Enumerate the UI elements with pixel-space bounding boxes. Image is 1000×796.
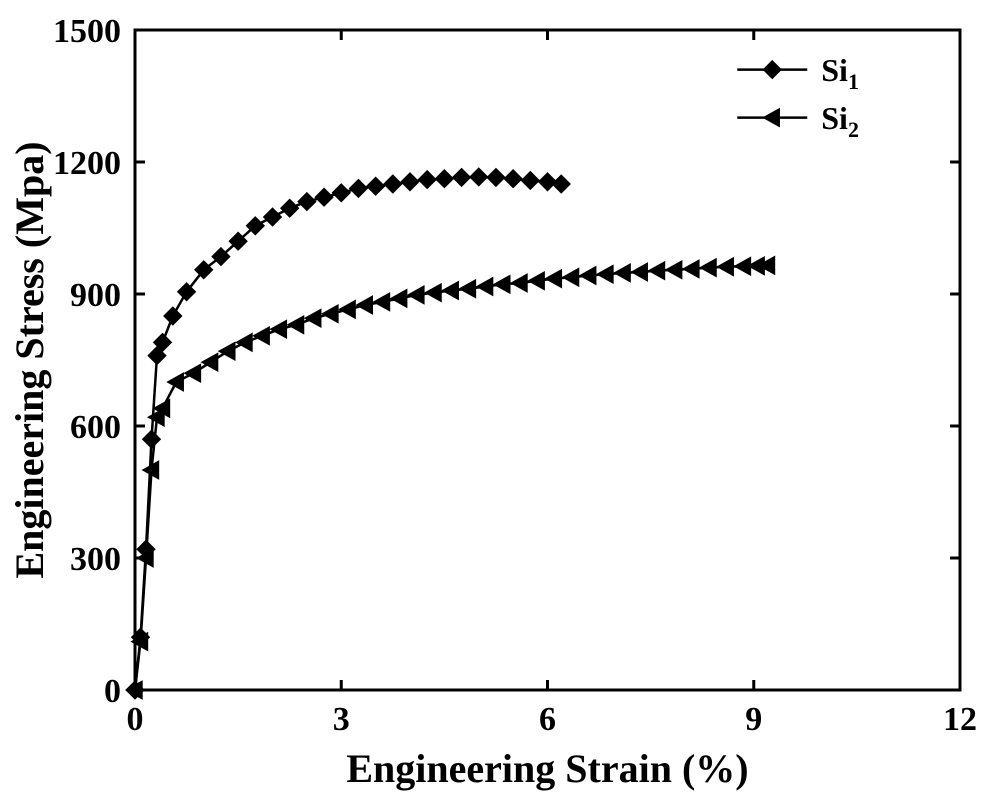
y-tick-label: 900 <box>70 277 121 314</box>
chart-canvas: 0 3 6 9 12 0 300 600 900 1200 1500 Engineering Stra… <box>0 0 1000 796</box>
y-tick-label: 0 <box>104 673 121 710</box>
x-tick-label: 3 <box>333 701 350 738</box>
y-tick-label: 1500 <box>53 13 121 50</box>
stress-strain-chart: 0 3 6 9 12 0 300 600 900 1200 1500 Engineering Stra… <box>0 0 1000 796</box>
x-axis-label: Engineering Strain (%) <box>346 746 748 791</box>
y-tick-label: 600 <box>70 409 121 446</box>
x-tick-label: 0 <box>127 701 144 738</box>
x-tick-label: 12 <box>943 701 977 738</box>
y-axis-label: Engineering Stress (Mpa) <box>7 141 52 578</box>
x-tick-label: 6 <box>539 701 556 738</box>
y-tick-label: 300 <box>70 541 121 578</box>
y-tick-label: 1200 <box>53 145 121 182</box>
x-tick-label: 9 <box>745 701 762 738</box>
